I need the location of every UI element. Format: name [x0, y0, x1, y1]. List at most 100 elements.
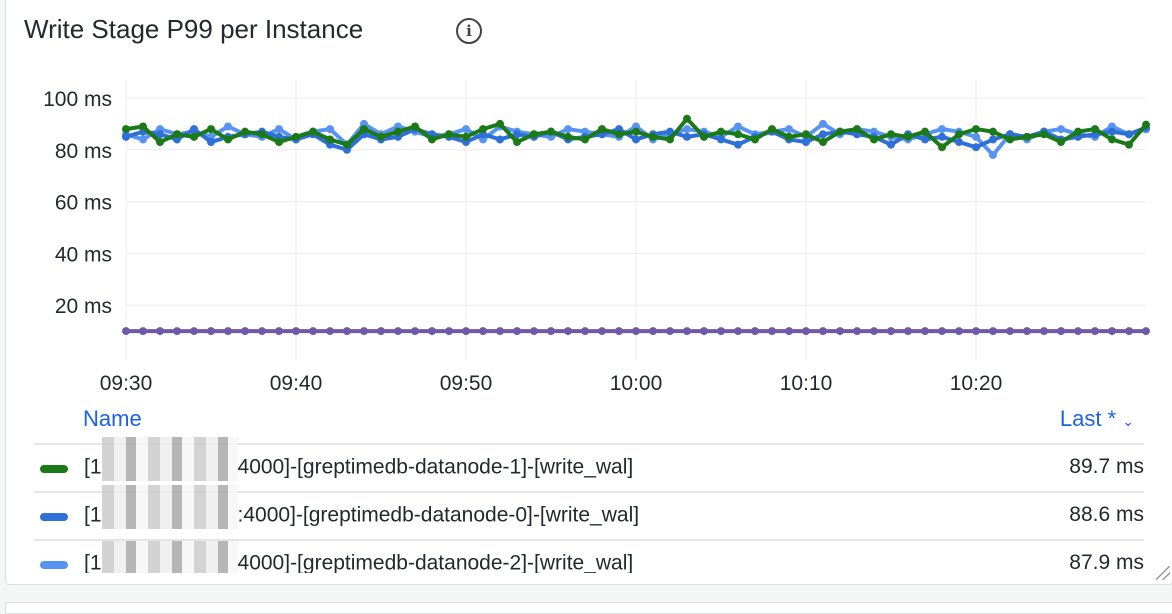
panel: Write Stage P99 per Instance i 100 ms 80 …: [5, 0, 1172, 585]
data-point: [938, 125, 946, 134]
data-point: [887, 130, 895, 139]
data-point: [649, 132, 657, 141]
x-tick-label: 10:20: [950, 372, 1003, 395]
data-point: [122, 327, 130, 336]
data-point: [819, 138, 827, 147]
data-point: [309, 327, 317, 336]
data-point: [1125, 327, 1133, 336]
data-point: [343, 327, 351, 336]
data-point: [292, 327, 300, 336]
data-point: [989, 127, 997, 136]
data-point: [190, 327, 198, 336]
data-point: [717, 135, 725, 144]
data-point: [887, 327, 895, 336]
data-point: [377, 132, 385, 141]
y-tick-label: 20 ms: [55, 295, 112, 318]
info-circle-icon[interactable]: i: [456, 18, 482, 44]
data-point: [139, 327, 147, 336]
data-point: [173, 327, 181, 336]
chart: 100 ms 80 ms 60 ms 40 ms 20 ms 09:30 09:40 09:5…: [43, 80, 1150, 395]
data-point: [1142, 120, 1150, 129]
data-point: [751, 327, 759, 336]
data-point: [683, 125, 691, 134]
x-tick-label: 09:40: [270, 372, 323, 395]
data-point: [139, 135, 147, 144]
data-point: [666, 127, 674, 136]
data-point: [700, 327, 708, 336]
data-point: [972, 143, 980, 152]
data-point: [275, 138, 283, 147]
series-0: [122, 114, 1150, 152]
data-point: [224, 327, 232, 336]
resize-handle[interactable]: [1156, 566, 1170, 580]
data-point: [156, 130, 164, 139]
data-point: [1057, 327, 1065, 336]
data-point: [292, 132, 300, 141]
data-point: [734, 130, 742, 139]
data-point: [717, 327, 725, 336]
legend-last-label: Last *: [1059, 406, 1117, 431]
data-point: [190, 132, 198, 141]
series-swatch: [40, 513, 68, 521]
data-point: [955, 130, 963, 139]
data-point: [802, 130, 810, 139]
data-point: [513, 138, 521, 147]
legend-row[interactable]: [1 4000]-[greptimedb-datanode-2]-[write_w…: [34, 539, 1144, 573]
data-point: [156, 138, 164, 147]
redacted-mask: [101, 485, 238, 529]
data-point: [377, 327, 385, 336]
y-tick-label: 40 ms: [55, 243, 112, 266]
data-point: [496, 327, 504, 336]
data-point: [530, 327, 538, 336]
legend-name-header[interactable]: Name: [83, 406, 142, 431]
data-point: [972, 132, 980, 141]
data-point: [309, 127, 317, 136]
x-tick-label: 09:50: [440, 372, 493, 395]
data-point: [768, 327, 776, 336]
data-point: [479, 125, 487, 134]
series-3: [122, 327, 1150, 336]
data-point: [717, 127, 725, 136]
data-point: [683, 327, 691, 336]
data-point: [156, 327, 164, 336]
data-point: [1006, 327, 1014, 336]
data-point: [938, 327, 946, 336]
data-point: [326, 327, 334, 336]
data-point: [802, 327, 810, 336]
data-point: [904, 327, 912, 336]
data-point: [802, 138, 810, 147]
legend-last-header[interactable]: Last * ⌄: [1060, 406, 1134, 432]
data-point: [972, 125, 980, 134]
data-point: [1057, 125, 1065, 134]
data-point: [581, 327, 589, 336]
data-point: [955, 138, 963, 147]
data-point: [207, 327, 215, 336]
data-point: [462, 327, 470, 336]
data-point: [224, 135, 232, 144]
data-point: [1125, 130, 1133, 139]
data-point: [989, 135, 997, 144]
legend-row[interactable]: [1 4000]-[greptimedb-datanode-1]-[write_w…: [34, 437, 1144, 492]
data-point: [819, 327, 827, 336]
series-name: [1 4000]-[greptimedb-datanode-1]-[write_w…: [84, 437, 633, 481]
data-point: [1006, 135, 1014, 144]
data-point: [411, 327, 419, 336]
data-point: [343, 140, 351, 149]
data-point: [241, 127, 249, 136]
series-swatch: [40, 561, 68, 569]
data-point: [1108, 127, 1116, 136]
series-last-value: 87.9 ms: [1069, 551, 1144, 573]
data-point: [683, 132, 691, 141]
data-point: [122, 132, 130, 141]
series-swatch: [40, 465, 68, 473]
data-point: [275, 327, 283, 336]
x-tick-label: 10:10: [780, 372, 833, 395]
legend-row[interactable]: [1:4000]-[greptimedb-datanode-0]-[write_…: [34, 485, 1144, 540]
data-point: [734, 140, 742, 149]
data-point: [462, 132, 470, 141]
data-point: [615, 130, 623, 139]
data-point: [224, 122, 232, 131]
data-point: [870, 327, 878, 336]
data-point: [921, 135, 929, 144]
data-point: [734, 122, 742, 131]
